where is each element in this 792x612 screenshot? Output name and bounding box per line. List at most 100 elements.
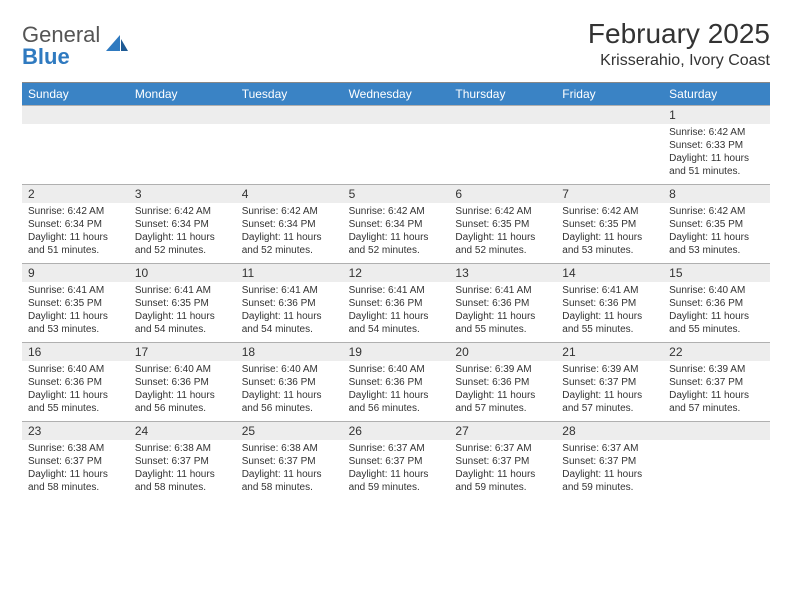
day-cell (129, 106, 236, 184)
day-content: Sunrise: 6:41 AMSunset: 6:36 PMDaylight:… (236, 282, 343, 340)
day-line: Daylight: 11 hours and 57 minutes. (562, 389, 657, 415)
day-header-row: Sunday Monday Tuesday Wednesday Thursday… (22, 83, 770, 105)
day-line: Daylight: 11 hours and 53 minutes. (28, 310, 123, 336)
day-line: Sunrise: 6:38 AM (28, 442, 123, 455)
day-line: Daylight: 11 hours and 55 minutes. (455, 310, 550, 336)
day-content: Sunrise: 6:38 AMSunset: 6:37 PMDaylight:… (236, 440, 343, 498)
day-content (663, 440, 770, 446)
day-header-wednesday: Wednesday (343, 83, 450, 105)
day-cell (556, 106, 663, 184)
day-line: Daylight: 11 hours and 54 minutes. (242, 310, 337, 336)
day-cell: 19Sunrise: 6:40 AMSunset: 6:36 PMDayligh… (343, 343, 450, 421)
day-number: 12 (343, 264, 450, 282)
day-cell: 4Sunrise: 6:42 AMSunset: 6:34 PMDaylight… (236, 185, 343, 263)
day-content: Sunrise: 6:37 AMSunset: 6:37 PMDaylight:… (343, 440, 450, 498)
day-content: Sunrise: 6:39 AMSunset: 6:37 PMDaylight:… (663, 361, 770, 419)
day-number: 10 (129, 264, 236, 282)
day-line: Sunset: 6:37 PM (669, 376, 764, 389)
day-content: Sunrise: 6:41 AMSunset: 6:36 PMDaylight:… (343, 282, 450, 340)
day-line: Daylight: 11 hours and 59 minutes. (455, 468, 550, 494)
day-content: Sunrise: 6:42 AMSunset: 6:35 PMDaylight:… (663, 203, 770, 261)
day-line: Sunrise: 6:42 AM (349, 205, 444, 218)
day-line: Daylight: 11 hours and 57 minutes. (669, 389, 764, 415)
day-line: Daylight: 11 hours and 52 minutes. (455, 231, 550, 257)
day-cell: 14Sunrise: 6:41 AMSunset: 6:36 PMDayligh… (556, 264, 663, 342)
day-cell: 8Sunrise: 6:42 AMSunset: 6:35 PMDaylight… (663, 185, 770, 263)
day-line: Sunrise: 6:42 AM (562, 205, 657, 218)
day-cell: 13Sunrise: 6:41 AMSunset: 6:36 PMDayligh… (449, 264, 556, 342)
day-line: Daylight: 11 hours and 52 minutes. (349, 231, 444, 257)
page-header: General Blue February 2025 Krisserahio, … (22, 18, 770, 70)
day-line: Sunrise: 6:38 AM (242, 442, 337, 455)
day-cell: 26Sunrise: 6:37 AMSunset: 6:37 PMDayligh… (343, 422, 450, 500)
day-cell: 27Sunrise: 6:37 AMSunset: 6:37 PMDayligh… (449, 422, 556, 500)
day-number: 11 (236, 264, 343, 282)
day-line: Sunset: 6:36 PM (28, 376, 123, 389)
day-cell (663, 422, 770, 500)
day-number: 28 (556, 422, 663, 440)
week-row: 16Sunrise: 6:40 AMSunset: 6:36 PMDayligh… (22, 342, 770, 421)
day-line: Sunrise: 6:41 AM (455, 284, 550, 297)
day-content: Sunrise: 6:40 AMSunset: 6:36 PMDaylight:… (663, 282, 770, 340)
day-number: 15 (663, 264, 770, 282)
title-block: February 2025 Krisserahio, Ivory Coast (588, 18, 770, 70)
day-number: 4 (236, 185, 343, 203)
day-line: Sunrise: 6:42 AM (669, 205, 764, 218)
day-content: Sunrise: 6:41 AMSunset: 6:36 PMDaylight:… (449, 282, 556, 340)
day-number: 3 (129, 185, 236, 203)
day-content (343, 124, 450, 130)
day-line: Daylight: 11 hours and 55 minutes. (28, 389, 123, 415)
day-cell: 11Sunrise: 6:41 AMSunset: 6:36 PMDayligh… (236, 264, 343, 342)
day-line: Sunrise: 6:40 AM (28, 363, 123, 376)
day-line: Sunrise: 6:38 AM (135, 442, 230, 455)
day-line: Sunrise: 6:39 AM (669, 363, 764, 376)
day-cell (236, 106, 343, 184)
day-line: Sunset: 6:35 PM (669, 218, 764, 231)
day-header-sunday: Sunday (22, 83, 129, 105)
day-number: 14 (556, 264, 663, 282)
day-line: Sunset: 6:37 PM (349, 455, 444, 468)
day-line: Sunrise: 6:42 AM (669, 126, 764, 139)
day-content: Sunrise: 6:42 AMSunset: 6:34 PMDaylight:… (22, 203, 129, 261)
day-content: Sunrise: 6:42 AMSunset: 6:34 PMDaylight:… (343, 203, 450, 261)
day-line: Sunset: 6:36 PM (455, 297, 550, 310)
day-cell (449, 106, 556, 184)
day-line: Daylight: 11 hours and 52 minutes. (135, 231, 230, 257)
day-content (556, 124, 663, 130)
location: Krisserahio, Ivory Coast (588, 52, 770, 70)
day-number: 16 (22, 343, 129, 361)
day-cell: 6Sunrise: 6:42 AMSunset: 6:35 PMDaylight… (449, 185, 556, 263)
day-line: Sunset: 6:36 PM (349, 376, 444, 389)
day-number: 2 (22, 185, 129, 203)
day-content (129, 124, 236, 130)
day-line: Sunrise: 6:40 AM (135, 363, 230, 376)
day-number: 9 (22, 264, 129, 282)
day-line: Sunrise: 6:40 AM (349, 363, 444, 376)
day-line: Daylight: 11 hours and 52 minutes. (242, 231, 337, 257)
day-content: Sunrise: 6:40 AMSunset: 6:36 PMDaylight:… (343, 361, 450, 419)
day-cell: 15Sunrise: 6:40 AMSunset: 6:36 PMDayligh… (663, 264, 770, 342)
day-cell: 9Sunrise: 6:41 AMSunset: 6:35 PMDaylight… (22, 264, 129, 342)
day-cell: 17Sunrise: 6:40 AMSunset: 6:36 PMDayligh… (129, 343, 236, 421)
day-line: Sunset: 6:36 PM (349, 297, 444, 310)
day-number: 19 (343, 343, 450, 361)
day-number: 18 (236, 343, 343, 361)
day-number: 17 (129, 343, 236, 361)
day-content: Sunrise: 6:42 AMSunset: 6:33 PMDaylight:… (663, 124, 770, 182)
day-number: 5 (343, 185, 450, 203)
day-header-thursday: Thursday (449, 83, 556, 105)
day-cell: 16 Sunrise: 6:40 AMSunset: 6:36 PMDayligh… (22, 343, 129, 421)
day-cell: 10Sunrise: 6:41 AMSunset: 6:35 PMDayligh… (129, 264, 236, 342)
day-line: Sunset: 6:37 PM (135, 455, 230, 468)
day-header-monday: Monday (129, 83, 236, 105)
day-line: Sunset: 6:36 PM (669, 297, 764, 310)
day-line: Sunrise: 6:37 AM (349, 442, 444, 455)
day-content: Sunrise: 6:41 AMSunset: 6:35 PMDaylight:… (22, 282, 129, 340)
day-line: Daylight: 11 hours and 55 minutes. (669, 310, 764, 336)
day-line: Daylight: 11 hours and 54 minutes. (349, 310, 444, 336)
day-line: Daylight: 11 hours and 58 minutes. (135, 468, 230, 494)
day-number (556, 106, 663, 124)
day-line: Sunrise: 6:42 AM (242, 205, 337, 218)
week-row: 1Sunrise: 6:42 AMSunset: 6:33 PMDaylight… (22, 105, 770, 184)
day-line: Sunset: 6:36 PM (455, 376, 550, 389)
